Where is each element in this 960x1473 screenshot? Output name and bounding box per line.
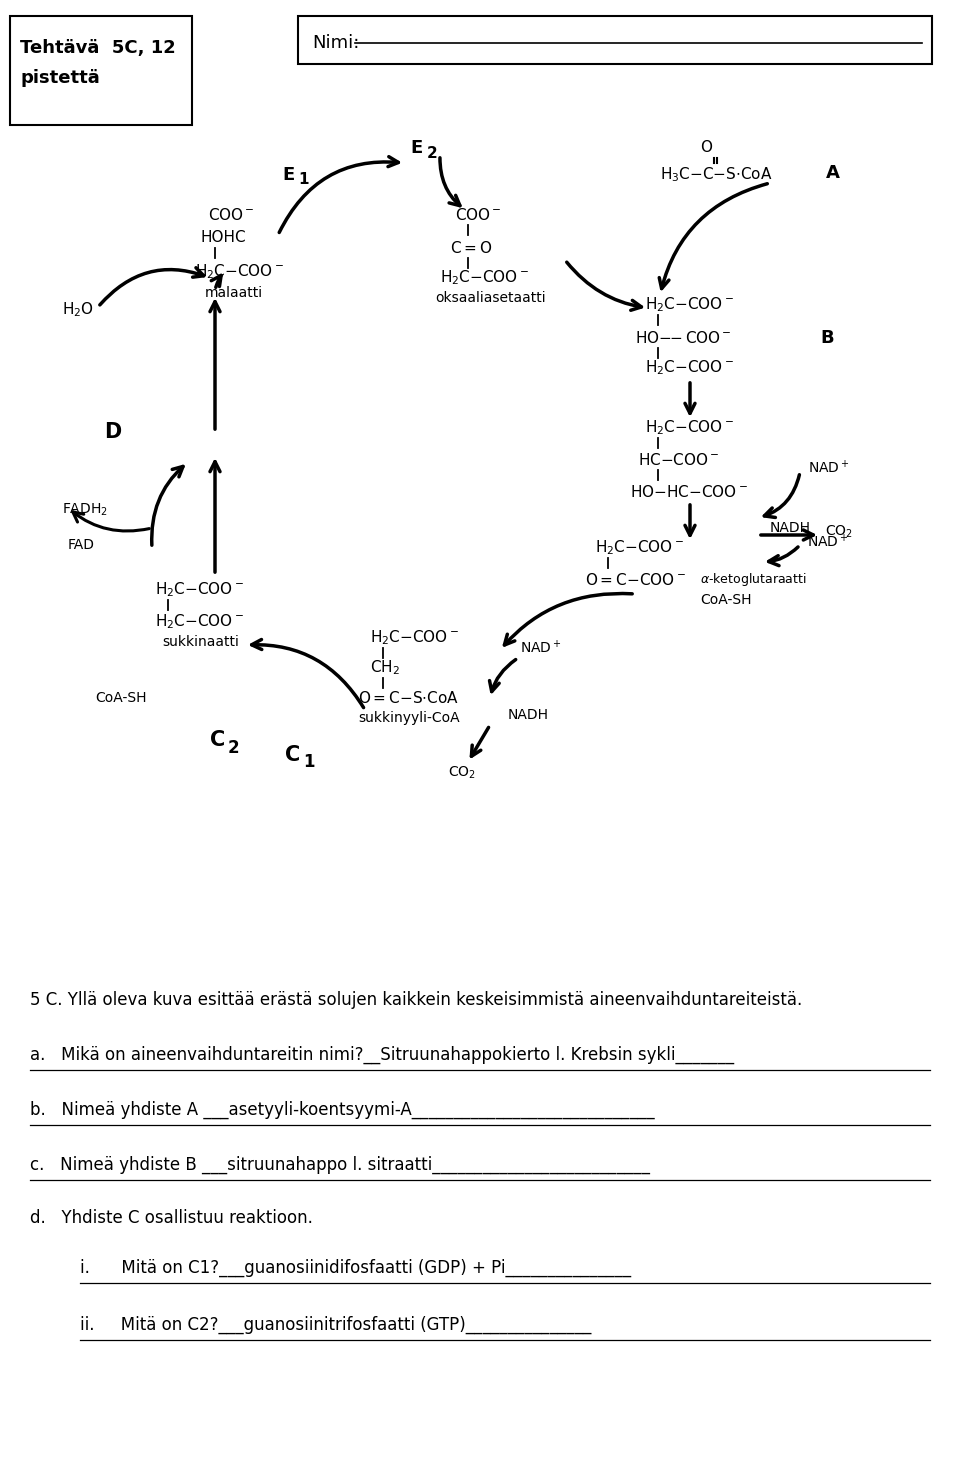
Text: H$_2$C$-$COO$^-$: H$_2$C$-$COO$^-$ — [645, 418, 734, 437]
Text: C: C — [285, 745, 300, 764]
Text: H$_2$C$-$COO$^-$: H$_2$C$-$COO$^-$ — [155, 580, 244, 600]
Text: NAD$^+$: NAD$^+$ — [520, 639, 562, 657]
Text: H$_2$C$-$COO$^-$: H$_2$C$-$COO$^-$ — [195, 262, 284, 281]
Text: oksaaliasetaatti: oksaaliasetaatti — [435, 292, 545, 305]
Text: malaatti: malaatti — [205, 286, 263, 300]
Text: NAD$^+$: NAD$^+$ — [808, 460, 850, 477]
Text: H$_2$C$-$COO$^-$: H$_2$C$-$COO$^-$ — [645, 358, 734, 377]
Text: 2: 2 — [427, 146, 438, 161]
Text: HO$-\!\!-$COO$^-$: HO$-\!\!-$COO$^-$ — [635, 330, 732, 346]
Text: E: E — [282, 166, 295, 184]
Text: d.   Yhdiste C osallistuu reaktioon.: d. Yhdiste C osallistuu reaktioon. — [30, 1209, 313, 1227]
Text: i.      Mitä on C1?___guanosiinidifosfaatti (GDP) + Pi_______________: i. Mitä on C1?___guanosiinidifosfaatti (… — [80, 1259, 631, 1277]
Text: c.   Nimeä yhdiste B ___sitruunahappo l. sitraatti__________________________: c. Nimeä yhdiste B ___sitruunahappo l. s… — [30, 1156, 650, 1174]
Text: Nimi:: Nimi: — [312, 34, 359, 52]
Text: H$_2$C$-$COO$^-$: H$_2$C$-$COO$^-$ — [440, 268, 529, 287]
Text: NAD$^+$: NAD$^+$ — [807, 533, 849, 551]
Text: FAD: FAD — [68, 538, 95, 552]
Text: FADH$_2$: FADH$_2$ — [62, 502, 108, 518]
Text: NADH: NADH — [770, 521, 811, 535]
Text: H$_2$C$-$COO$^-$: H$_2$C$-$COO$^-$ — [155, 613, 244, 632]
Text: CO$_2$: CO$_2$ — [825, 524, 853, 541]
Text: C$=$O: C$=$O — [450, 240, 492, 256]
FancyBboxPatch shape — [298, 16, 932, 63]
Text: 1: 1 — [303, 753, 315, 770]
Text: H$_2$C$-$COO$^-$: H$_2$C$-$COO$^-$ — [645, 296, 734, 314]
Text: a.   Mikä on aineenvaihduntareitin nimi?__Sitruunahappokierto l. Krebsin sykli__: a. Mikä on aineenvaihduntareitin nimi?__… — [30, 1046, 734, 1064]
Text: O$=$C$-$COO$^-$: O$=$C$-$COO$^-$ — [585, 572, 685, 588]
Text: b.   Nimeä yhdiste A ___asetyyli-koentsyymi-A_____________________________: b. Nimeä yhdiste A ___asetyyli-koentsyym… — [30, 1100, 655, 1119]
Text: COO$^-$: COO$^-$ — [455, 208, 502, 222]
FancyBboxPatch shape — [10, 16, 192, 125]
Text: E: E — [410, 138, 422, 158]
Text: 5 C. Yllä oleva kuva esittää erästä solujen kaikkein keskeisimmistä aineenvaihdu: 5 C. Yllä oleva kuva esittää erästä solu… — [30, 991, 803, 1009]
Text: sukkinyyli-CoA: sukkinyyli-CoA — [358, 711, 460, 725]
Text: A: A — [826, 164, 840, 183]
Text: Tehtävä  5C, 12: Tehtävä 5C, 12 — [20, 38, 176, 57]
Text: B: B — [820, 328, 833, 348]
Text: CO$_2$: CO$_2$ — [448, 764, 476, 781]
Text: 2: 2 — [228, 739, 240, 757]
Text: D: D — [104, 421, 121, 442]
Text: H$_2$C$-$COO$^-$: H$_2$C$-$COO$^-$ — [370, 629, 459, 647]
Text: NADH: NADH — [508, 709, 549, 722]
Text: HOHC: HOHC — [200, 230, 246, 246]
Text: pistettä: pistettä — [20, 69, 100, 87]
Text: O: O — [700, 140, 712, 156]
Text: 1: 1 — [298, 172, 308, 187]
Text: COO$^-$: COO$^-$ — [208, 208, 254, 222]
Text: HC$-$COO$^-$: HC$-$COO$^-$ — [638, 452, 720, 468]
Text: HO$-$HC$-$COO$^-$: HO$-$HC$-$COO$^-$ — [630, 485, 748, 499]
Text: H$_2$C$-$COO$^-$: H$_2$C$-$COO$^-$ — [595, 539, 684, 557]
Text: CH$_2$: CH$_2$ — [370, 658, 400, 678]
Text: C: C — [210, 731, 226, 750]
Text: sukkinaatti: sukkinaatti — [162, 635, 239, 650]
Text: CoA-SH: CoA-SH — [700, 594, 752, 607]
Text: O$=$C$-$S$\cdot$CoA: O$=$C$-$S$\cdot$CoA — [358, 689, 459, 706]
Text: H$_3$C$-$C$-$S$\cdot$CoA: H$_3$C$-$C$-$S$\cdot$CoA — [660, 165, 773, 184]
Text: $\alpha$-ketoglutaraatti: $\alpha$-ketoglutaraatti — [700, 572, 806, 589]
Text: H$_2$O: H$_2$O — [62, 300, 94, 320]
Text: ii.     Mitä on C2?___guanosiinitrifosfaatti (GTP)_______________: ii. Mitä on C2?___guanosiinitrifosfaatti… — [80, 1315, 591, 1335]
Text: CoA-SH: CoA-SH — [95, 691, 147, 706]
